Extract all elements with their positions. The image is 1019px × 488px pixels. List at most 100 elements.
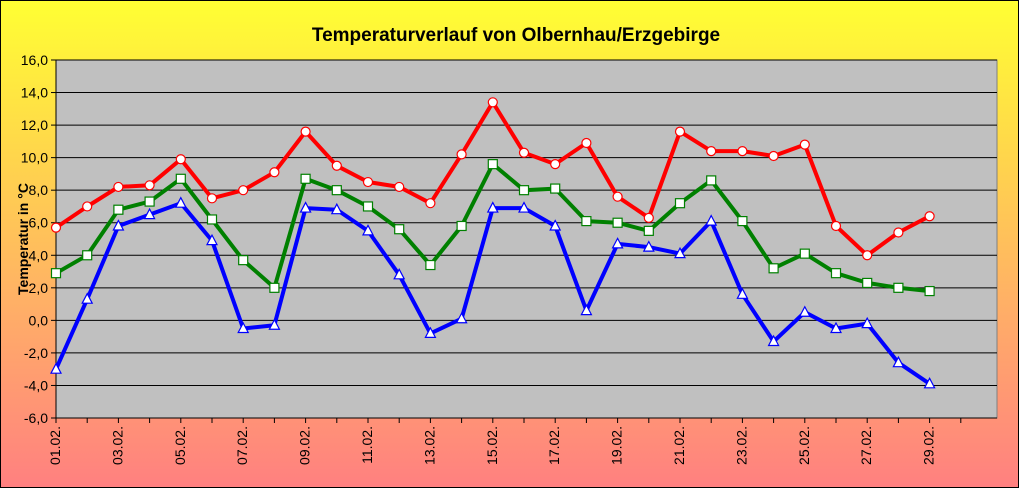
data-point xyxy=(674,198,686,209)
data-point xyxy=(81,292,94,304)
x-tick-label: 03.02. xyxy=(109,426,125,465)
data-point xyxy=(892,355,905,368)
x-tick-label: 07.02. xyxy=(234,426,250,465)
x-tick-label: 05.02. xyxy=(172,426,188,465)
data-point xyxy=(518,201,530,213)
data-point xyxy=(486,201,499,213)
data-point xyxy=(487,159,498,170)
data-point xyxy=(612,191,623,202)
data-point xyxy=(331,185,342,196)
data-point xyxy=(238,255,249,266)
data-point xyxy=(300,173,311,184)
x-tick-label: 15.02. xyxy=(484,426,500,465)
x-tick-label: 13.02. xyxy=(421,426,437,465)
data-point xyxy=(705,214,718,226)
data-point xyxy=(175,173,186,184)
y-tick-label: 12,0 xyxy=(21,117,48,133)
data-point xyxy=(799,139,810,150)
y-tick-label: 6,0 xyxy=(29,215,49,231)
data-point xyxy=(82,250,93,261)
data-point xyxy=(798,305,811,317)
x-tick-label: 09.02. xyxy=(297,426,313,465)
y-tick-label: 16,0 xyxy=(21,52,48,68)
data-point xyxy=(206,233,218,246)
data-point xyxy=(362,201,374,212)
data-point xyxy=(269,282,280,293)
data-point xyxy=(550,159,561,170)
data-point xyxy=(737,216,748,227)
data-point xyxy=(799,248,810,259)
data-point xyxy=(206,193,218,204)
data-point xyxy=(706,146,717,157)
data-point xyxy=(331,160,342,171)
data-point xyxy=(830,268,842,279)
data-point xyxy=(737,146,748,157)
data-point xyxy=(456,149,467,160)
data-point xyxy=(612,217,623,228)
data-point xyxy=(237,321,250,334)
data-point xyxy=(581,137,592,149)
data-point xyxy=(487,97,498,108)
data-point xyxy=(643,212,654,223)
data-point xyxy=(767,334,780,347)
y-axis-label: Temperatur in °C xyxy=(15,183,31,295)
data-point xyxy=(393,268,406,280)
y-tick-label: -4,0 xyxy=(24,377,48,393)
data-point xyxy=(924,285,935,297)
y-tick-label: 8,0 xyxy=(29,182,49,198)
data-point xyxy=(425,198,436,209)
data-point xyxy=(862,277,873,289)
x-tick-label: 27.02. xyxy=(858,426,874,465)
data-point xyxy=(50,222,62,233)
data-point xyxy=(175,154,186,165)
data-point xyxy=(425,259,436,271)
data-point xyxy=(830,321,842,334)
data-point xyxy=(113,204,124,215)
data-point xyxy=(50,362,62,374)
data-point xyxy=(394,181,405,193)
x-tick-label: 23.02. xyxy=(733,426,749,465)
data-point xyxy=(82,201,93,212)
x-tick-label: 01.02. xyxy=(47,426,63,465)
data-point xyxy=(238,185,249,196)
plot-area xyxy=(55,59,998,419)
data-point xyxy=(830,220,842,232)
data-point xyxy=(674,126,686,137)
gridlines xyxy=(56,59,997,419)
x-tick-label: 19.02. xyxy=(609,426,625,465)
data-point xyxy=(581,216,592,227)
series-square xyxy=(50,159,935,297)
data-point xyxy=(300,126,311,137)
data-point xyxy=(362,224,374,236)
data-point xyxy=(674,246,686,259)
data-point xyxy=(174,196,187,208)
data-point xyxy=(268,318,281,330)
x-axis-ticks: 01.02. 03.02. 05.02. 07.02. 09.02. 11.02. 13.0… xyxy=(47,417,997,465)
data-point xyxy=(50,268,62,279)
data-point xyxy=(549,219,562,231)
y-tick-label: -2,0 xyxy=(24,345,48,361)
series-layer xyxy=(50,97,936,389)
x-tick-label: 25.02. xyxy=(796,426,812,465)
data-point xyxy=(269,167,280,178)
data-point xyxy=(456,220,467,232)
data-point xyxy=(861,316,874,329)
data-point xyxy=(611,237,624,249)
x-tick-label: 17.02. xyxy=(546,426,562,465)
data-point xyxy=(362,176,374,188)
series-triangle xyxy=(50,196,936,389)
y-tick-label: 10,0 xyxy=(21,150,48,166)
data-point xyxy=(144,196,155,207)
data-point xyxy=(893,227,904,238)
data-point xyxy=(862,250,873,261)
data-point xyxy=(299,201,312,213)
data-point xyxy=(518,147,530,158)
y-tick-label: 0,0 xyxy=(29,312,49,328)
data-point xyxy=(550,183,561,194)
y-tick-label: 4,0 xyxy=(29,247,49,263)
series-circle xyxy=(50,97,935,261)
data-point xyxy=(455,311,468,324)
data-point xyxy=(580,303,593,316)
